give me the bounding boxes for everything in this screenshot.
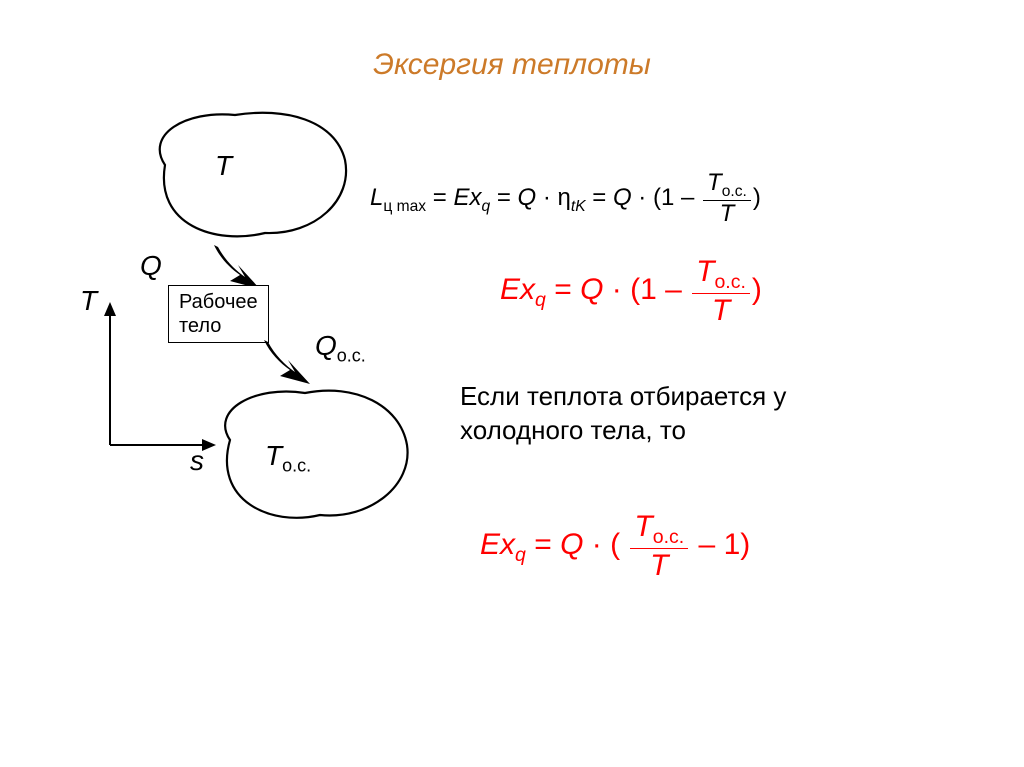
- hot-reservoir-label: T: [215, 150, 232, 182]
- q-out-label: Qо.с.: [315, 330, 366, 367]
- equation-1: Lц max = Exq = Q · ηtK = Q · (1 – Tо.с. …: [370, 170, 761, 227]
- condition-text: Если теплота отбирается у холодного тела…: [460, 380, 786, 448]
- exergy-diagram: T Q Рабочее тело Qо.с. Tо.с. T s: [55, 105, 435, 525]
- condition-line2: холодного тела, то: [460, 414, 786, 448]
- q-in-label: Q: [140, 250, 162, 282]
- equation-3: Exq = Q · ( Tо.с. T – 1): [480, 510, 750, 582]
- ts-axis: [90, 300, 220, 460]
- hot-reservoir-blob: [135, 105, 355, 245]
- cold-reservoir-label: Tо.с.: [265, 440, 311, 477]
- equation-2: Exq = Q · (1 – Tо.с. T ): [500, 255, 762, 327]
- heat-arrow-out: [260, 340, 315, 388]
- axis-y-label: T: [80, 285, 97, 317]
- condition-line1: Если теплота отбирается у: [460, 380, 786, 414]
- axis-x-label: s: [190, 445, 204, 477]
- page-title: Эксергия теплоты: [0, 48, 1024, 82]
